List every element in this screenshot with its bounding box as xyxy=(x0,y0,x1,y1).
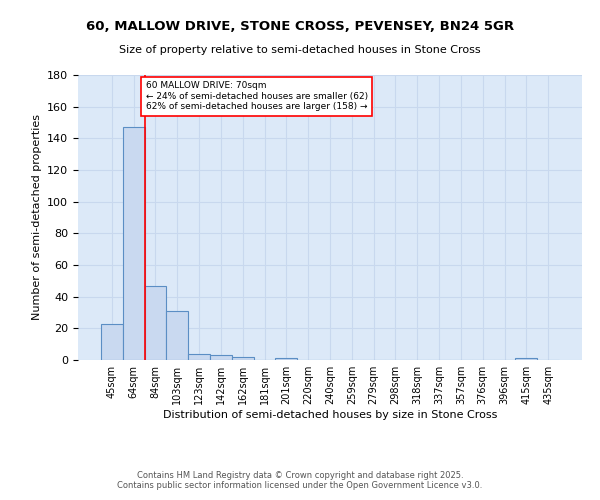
Bar xyxy=(275,358,297,360)
X-axis label: Distribution of semi-detached houses by size in Stone Cross: Distribution of semi-detached houses by … xyxy=(163,410,497,420)
Bar xyxy=(166,311,188,360)
Bar xyxy=(123,127,145,360)
Text: 60, MALLOW DRIVE, STONE CROSS, PEVENSEY, BN24 5GR: 60, MALLOW DRIVE, STONE CROSS, PEVENSEY,… xyxy=(86,20,514,33)
Bar xyxy=(232,357,254,360)
Bar xyxy=(101,324,123,360)
Text: Size of property relative to semi-detached houses in Stone Cross: Size of property relative to semi-detach… xyxy=(119,45,481,55)
Bar xyxy=(210,355,232,360)
Bar xyxy=(188,354,210,360)
Y-axis label: Number of semi-detached properties: Number of semi-detached properties xyxy=(32,114,41,320)
Text: 60 MALLOW DRIVE: 70sqm
← 24% of semi-detached houses are smaller (62)
62% of sem: 60 MALLOW DRIVE: 70sqm ← 24% of semi-det… xyxy=(146,82,368,111)
Bar xyxy=(515,358,537,360)
Text: Contains HM Land Registry data © Crown copyright and database right 2025.
Contai: Contains HM Land Registry data © Crown c… xyxy=(118,470,482,490)
Bar xyxy=(145,286,166,360)
